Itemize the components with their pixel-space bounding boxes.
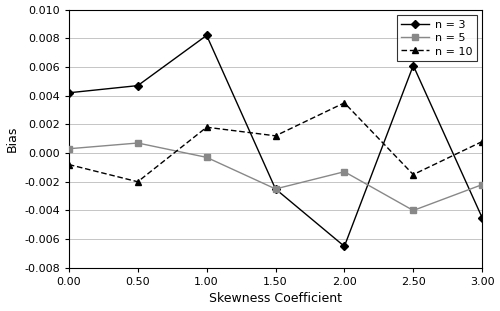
n = 5: [479, 183, 485, 187]
n = 3: [479, 216, 485, 220]
n = 5: [410, 209, 416, 212]
n = 3: [410, 64, 416, 67]
n = 3: [66, 91, 72, 95]
Line: n = 3: n = 3: [66, 33, 485, 249]
n = 10: [479, 140, 485, 143]
n = 10: [66, 163, 72, 166]
n = 10: [135, 180, 141, 183]
n = 5: [272, 187, 278, 191]
n = 10: [272, 134, 278, 138]
Line: n = 5: n = 5: [66, 140, 485, 213]
n = 3: [204, 34, 210, 37]
n = 5: [135, 141, 141, 145]
Legend: n = 3, n = 5, n = 10: n = 3, n = 5, n = 10: [397, 15, 476, 61]
X-axis label: Skewness Coefficient: Skewness Coefficient: [209, 292, 342, 305]
n = 5: [204, 156, 210, 159]
n = 3: [135, 84, 141, 87]
n = 10: [342, 101, 347, 105]
n = 10: [204, 125, 210, 129]
Y-axis label: Bias: Bias: [6, 126, 18, 152]
n = 10: [410, 173, 416, 176]
n = 5: [66, 147, 72, 151]
n = 5: [342, 170, 347, 174]
n = 3: [272, 187, 278, 191]
n = 3: [342, 244, 347, 248]
Line: n = 10: n = 10: [66, 100, 485, 184]
